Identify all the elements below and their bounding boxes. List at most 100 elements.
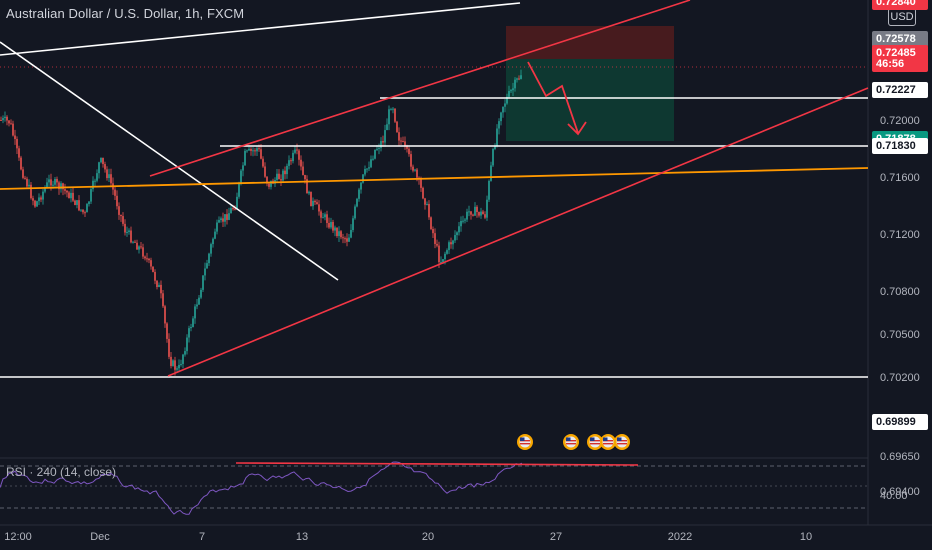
- flag-icon: [590, 443, 600, 445]
- candle-body: [4, 116, 6, 119]
- flag-icon: [520, 443, 530, 445]
- candle-body: [460, 220, 462, 227]
- candle-body: [374, 149, 376, 159]
- currency-badge[interactable]: USD: [888, 8, 916, 26]
- candle-body: [492, 149, 494, 166]
- candle-body: [20, 157, 22, 170]
- time-axis-label: 20: [421, 531, 435, 543]
- candle-body: [358, 189, 360, 199]
- candle-body: [498, 121, 500, 129]
- price-axis-label: 0.70200: [880, 372, 920, 385]
- time-axis-label: 12:00: [4, 531, 32, 543]
- candle-body: [502, 106, 504, 113]
- candle-body: [318, 204, 320, 212]
- candle-body: [384, 130, 386, 143]
- candle-body: [166, 323, 168, 339]
- candle-body: [398, 132, 400, 141]
- candle-body: [322, 217, 324, 219]
- chart-title: Australian Dollar / U.S. Dollar, 1h, FXC…: [6, 6, 245, 21]
- price-axis-label: 0.72000: [880, 115, 920, 127]
- candle-body: [28, 184, 30, 187]
- candle-body: [516, 78, 518, 80]
- candle-body: [266, 176, 268, 184]
- candle-body: [64, 189, 66, 191]
- candle-body: [200, 289, 202, 298]
- candle-body: [70, 192, 72, 199]
- candle-body: [40, 197, 42, 200]
- candle-body: [162, 293, 164, 307]
- candle-body: [92, 180, 94, 190]
- candle-body: [164, 306, 166, 324]
- time-axis-label: 13: [295, 531, 309, 543]
- time-axis-label: 2022: [667, 531, 693, 543]
- projection-arrow-head: [567, 121, 587, 136]
- candle-body: [348, 237, 350, 242]
- candle-body: [188, 328, 190, 338]
- candle-body: [484, 214, 486, 218]
- flag-icon: [603, 443, 613, 445]
- candle-body: [66, 190, 68, 193]
- candle-body: [352, 218, 354, 231]
- candle-body: [216, 222, 218, 232]
- upper-white-trendline: [0, 2, 521, 56]
- candle-body: [38, 197, 40, 202]
- candle-body: [0, 120, 2, 121]
- candle-body: [146, 258, 148, 260]
- candle-body: [128, 230, 130, 232]
- candle-body: [16, 139, 18, 149]
- candle-body: [62, 183, 64, 190]
- candle-body: [24, 177, 26, 179]
- orange-trendline: [0, 167, 869, 190]
- candle-body: [144, 256, 146, 259]
- candle-body: [50, 179, 52, 186]
- candle-body: [90, 189, 92, 202]
- rsi-level-label: 40.00: [880, 490, 908, 502]
- candle-body: [22, 169, 24, 178]
- candle-body: [386, 124, 388, 131]
- candle-body: [168, 338, 170, 357]
- stop-loss-zone: [506, 26, 674, 59]
- candle-body: [192, 318, 194, 328]
- price-axis-label: 0.71600: [880, 172, 920, 185]
- candle-body: [94, 180, 96, 182]
- candle-body: [456, 232, 458, 236]
- candle-body: [432, 229, 434, 234]
- candle-body: [294, 149, 296, 153]
- candle-body: [280, 179, 282, 181]
- candle-body: [214, 231, 216, 239]
- candle-body: [96, 173, 98, 181]
- flag-icon: [566, 440, 576, 442]
- candle-body: [126, 231, 128, 233]
- candle-body: [158, 284, 160, 288]
- candle-body: [466, 211, 468, 220]
- candle-body: [102, 157, 104, 165]
- candle-body: [366, 168, 368, 170]
- candle-body: [370, 159, 372, 168]
- candle-body: [68, 192, 70, 199]
- candle-body: [252, 150, 254, 152]
- price-tag: 0.71830: [872, 138, 928, 155]
- candle-body: [210, 244, 212, 254]
- candle-body: [60, 183, 62, 190]
- candle-body: [184, 351, 186, 355]
- candle-body: [18, 148, 20, 158]
- candle-body: [292, 152, 294, 162]
- candle-body: [140, 246, 142, 248]
- candle-body: [122, 216, 124, 224]
- time-axis-label: 10: [799, 531, 813, 543]
- flag-icon: [520, 440, 530, 442]
- candle-body: [46, 182, 48, 188]
- flag-icon: [617, 440, 627, 442]
- rsi-pane: [0, 461, 868, 515]
- candle-body: [6, 116, 8, 121]
- candle-body: [238, 182, 240, 197]
- candle-body: [250, 148, 252, 151]
- candle-body: [240, 170, 242, 183]
- candle-body: [362, 174, 364, 183]
- candle-body: [300, 159, 302, 167]
- time-axis-label: 7: [198, 531, 206, 543]
- candle-body: [468, 211, 470, 213]
- candle-body: [356, 198, 358, 207]
- candle-body: [222, 218, 224, 222]
